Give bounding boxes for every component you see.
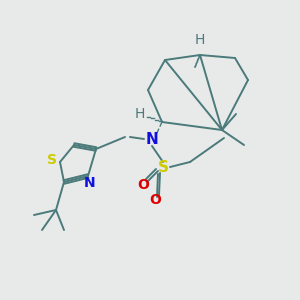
Text: H: H xyxy=(135,107,145,121)
Text: H: H xyxy=(195,33,205,47)
Text: S: S xyxy=(158,160,169,175)
Text: S: S xyxy=(47,153,57,167)
Text: O: O xyxy=(149,193,161,207)
Text: O: O xyxy=(137,178,149,192)
Text: N: N xyxy=(146,133,158,148)
Text: N: N xyxy=(84,176,96,190)
